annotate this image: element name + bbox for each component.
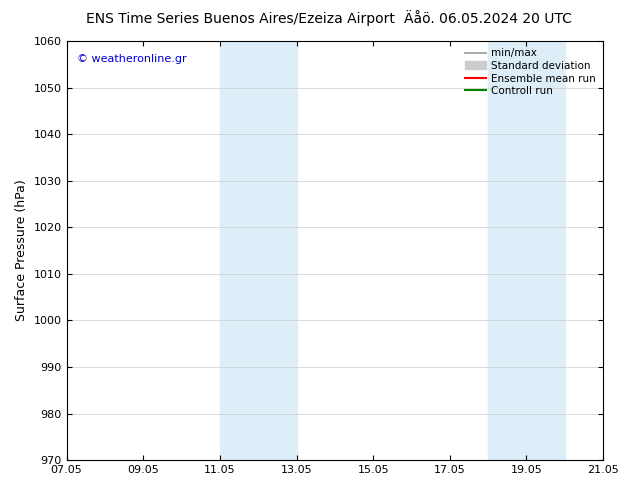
Text: © weatheronline.gr: © weatheronline.gr <box>77 53 187 64</box>
Text: ENS Time Series Buenos Aires/Ezeiza Airport: ENS Time Series Buenos Aires/Ezeiza Airp… <box>86 12 396 26</box>
Y-axis label: Surface Pressure (hPa): Surface Pressure (hPa) <box>15 180 28 321</box>
Bar <box>220 41 297 460</box>
Bar <box>488 41 565 460</box>
Text: Äåö. 06.05.2024 20 UTC: Äåö. 06.05.2024 20 UTC <box>404 12 572 26</box>
Legend: min/max, Standard deviation, Ensemble mean run, Controll run: min/max, Standard deviation, Ensemble me… <box>463 46 598 98</box>
